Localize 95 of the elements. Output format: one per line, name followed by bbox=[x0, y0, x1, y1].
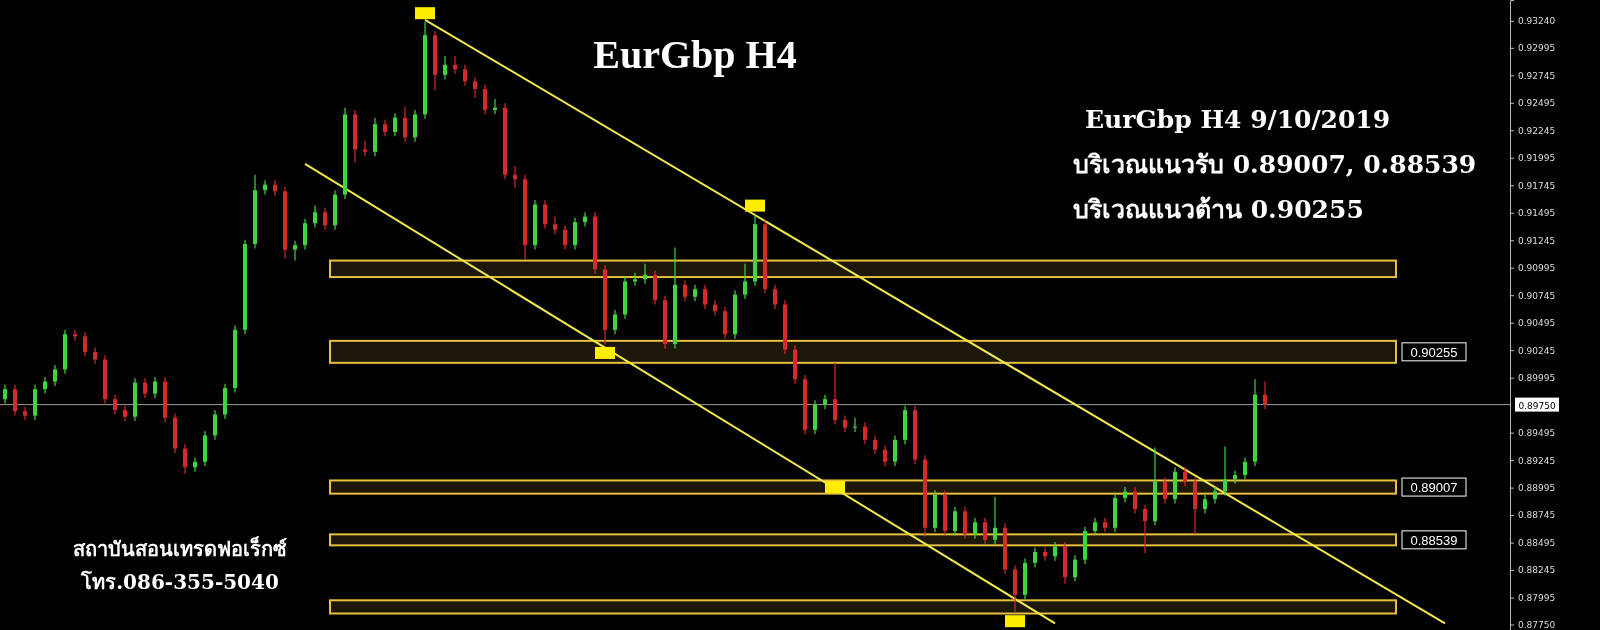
annotation: โทร.086-355-5040 bbox=[80, 570, 279, 594]
band-label: 0.90255 bbox=[1410, 344, 1458, 360]
candlestick bbox=[443, 55, 447, 80]
candlestick bbox=[1163, 476, 1167, 505]
y-tick-label: 0.90745 bbox=[1518, 290, 1556, 301]
candlestick bbox=[143, 377, 147, 399]
y-tick-label: 0.90245 bbox=[1518, 345, 1556, 356]
candlestick bbox=[273, 179, 277, 197]
candlestick bbox=[93, 346, 97, 365]
candlestick bbox=[773, 284, 777, 310]
candlestick bbox=[303, 218, 307, 251]
candlestick bbox=[953, 506, 957, 537]
y-tick-label: 0.92745 bbox=[1518, 70, 1556, 81]
candlestick bbox=[3, 384, 7, 405]
candlestick bbox=[1223, 445, 1227, 497]
annotation: บริเวณแนวรับ 0.89007, 0.88539 bbox=[1073, 150, 1477, 179]
candlestick bbox=[743, 263, 747, 300]
candlestick bbox=[183, 443, 187, 475]
y-tick-label: 0.91745 bbox=[1518, 180, 1556, 191]
annotation: EurGbp H4 9/10/2019 bbox=[1085, 105, 1391, 134]
y-tick-label: 0.88995 bbox=[1518, 483, 1556, 493]
candlestick bbox=[853, 417, 857, 433]
annotation: สถาบันสอนเทรดฟอเร็กซ์ bbox=[73, 536, 287, 561]
band-label: 0.89007 bbox=[1410, 480, 1458, 496]
candlestick bbox=[833, 362, 837, 425]
candlestick bbox=[393, 112, 397, 137]
candlestick bbox=[1073, 554, 1077, 583]
candlestick bbox=[613, 309, 617, 335]
candlestick bbox=[463, 64, 467, 87]
candlestick bbox=[893, 434, 897, 467]
candlestick bbox=[293, 240, 297, 262]
candlestick bbox=[113, 394, 117, 416]
candlestick bbox=[1263, 380, 1267, 410]
candlestick bbox=[553, 216, 557, 235]
candlestick bbox=[153, 376, 157, 399]
candlestick bbox=[23, 406, 27, 421]
y-tick-label: 0.92495 bbox=[1518, 98, 1556, 109]
candlestick bbox=[213, 409, 217, 441]
candlestick bbox=[883, 444, 887, 467]
candlestick bbox=[413, 109, 417, 143]
candlestick bbox=[543, 199, 547, 230]
candlestick bbox=[43, 376, 47, 395]
y-tick-label: 0.88745 bbox=[1518, 510, 1556, 521]
y-tick-label: 0.91995 bbox=[1518, 153, 1556, 164]
candlestick bbox=[583, 211, 587, 228]
candlestick bbox=[1243, 456, 1247, 480]
y-tick-label: 0.91495 bbox=[1518, 208, 1556, 219]
candlestick bbox=[83, 331, 87, 357]
y-tick-label: 0.87995 bbox=[1518, 592, 1556, 603]
y-tick-label: 0.91245 bbox=[1518, 235, 1556, 246]
candlestick bbox=[403, 106, 407, 143]
candlestick bbox=[483, 84, 487, 115]
candlestick bbox=[1143, 504, 1147, 554]
y-tick-label: 0.88495 bbox=[1518, 537, 1556, 548]
candlestick bbox=[1053, 541, 1057, 562]
candlestick bbox=[963, 506, 967, 540]
candlestick bbox=[1213, 486, 1217, 505]
ref-line-label: 0.89750 bbox=[1518, 400, 1556, 411]
candlestick bbox=[703, 284, 707, 310]
y-tick-label: 0.89995 bbox=[1518, 373, 1556, 384]
y-tick-label: 0.92245 bbox=[1518, 125, 1556, 136]
candlestick bbox=[863, 421, 867, 445]
candlestick bbox=[13, 384, 17, 417]
y-tick-label: 0.90495 bbox=[1518, 318, 1556, 329]
candlestick bbox=[473, 76, 477, 99]
y-tick-label: 0.90995 bbox=[1518, 263, 1556, 274]
candlestick bbox=[993, 496, 997, 545]
candlestick bbox=[823, 394, 827, 410]
candlestick bbox=[973, 517, 977, 540]
candlestick bbox=[723, 306, 727, 340]
candlestick bbox=[1133, 486, 1137, 515]
candlestick bbox=[713, 299, 717, 317]
candlestick bbox=[683, 279, 687, 302]
candlestick bbox=[573, 217, 577, 251]
y-tick-label: 0.89245 bbox=[1518, 455, 1556, 466]
y-tick-label: 0.87750 bbox=[1518, 619, 1556, 630]
candlestick bbox=[1203, 494, 1207, 515]
candlestick bbox=[873, 434, 877, 455]
candlestick bbox=[193, 456, 197, 473]
y-tick-label: 0.88245 bbox=[1518, 565, 1556, 576]
candlestick bbox=[323, 207, 327, 231]
y-tick-label: 0.92995 bbox=[1518, 43, 1556, 54]
y-tick-label: 0.89495 bbox=[1518, 428, 1556, 439]
annotation: บริเวณแนวต้าน 0.90255 bbox=[1073, 195, 1364, 224]
text: EurGbp H4 bbox=[593, 32, 797, 77]
y-tick-label: 0.93240 bbox=[1518, 16, 1556, 27]
candlestick bbox=[1183, 466, 1187, 487]
candlestick bbox=[563, 224, 567, 251]
candlestick bbox=[1033, 546, 1037, 568]
candlestick bbox=[983, 517, 987, 545]
candlestick bbox=[263, 179, 267, 196]
candlestick bbox=[1103, 517, 1107, 533]
candlestick bbox=[313, 205, 317, 229]
band-label: 0.88539 bbox=[1410, 532, 1458, 548]
candlestick bbox=[53, 364, 57, 387]
